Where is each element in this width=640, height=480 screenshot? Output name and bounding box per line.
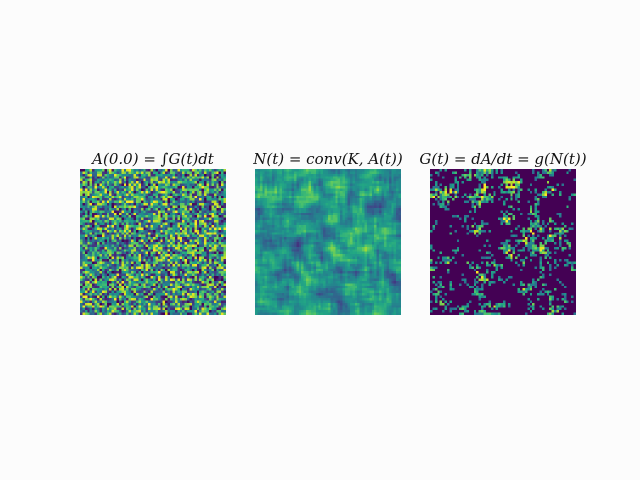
heatmap-a: [80, 169, 226, 315]
heatmap-title-g: G(t) = dA/dt = g(N(t)): [419, 150, 587, 168]
heatmap-g: [430, 169, 576, 315]
heatmap-n: [255, 169, 401, 315]
heatmap-title-n: N(t) = conv(K, A(t)): [253, 150, 403, 168]
heatmap-title-a: A(0.0) = ∫G(t)dt: [92, 150, 214, 168]
